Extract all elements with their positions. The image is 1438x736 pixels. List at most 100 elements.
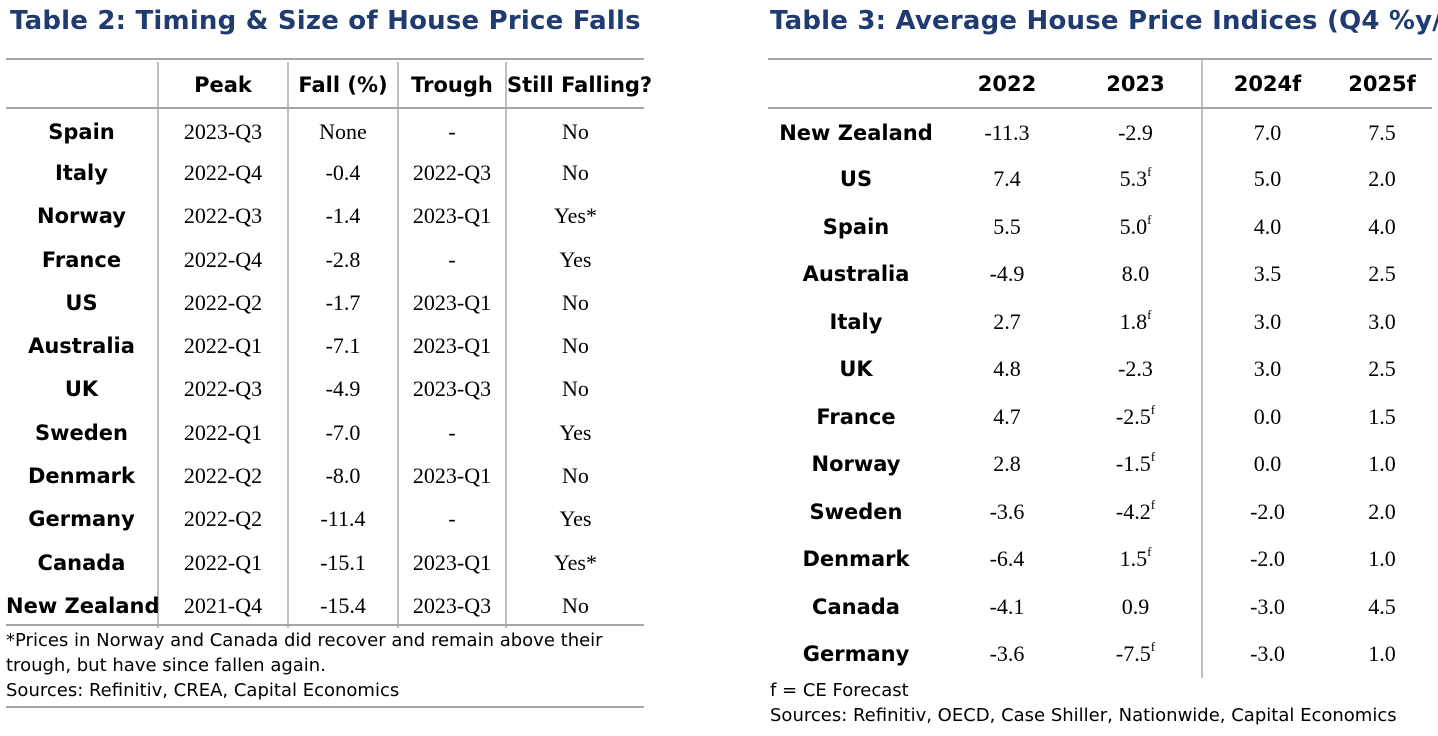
table-row: Denmark 2022-Q2 -8.0 2023-Q1 No bbox=[6, 454, 644, 498]
value-2023: -2.5f bbox=[1070, 393, 1202, 441]
table-2-bottom-rule bbox=[6, 624, 644, 626]
value-2023-number: -2.3 bbox=[1118, 356, 1153, 382]
fall-cell: None bbox=[287, 108, 398, 152]
table-row: UK 4.8 -2.3 3.0 2.5 bbox=[768, 345, 1432, 393]
row-label: New Zealand bbox=[6, 593, 160, 618]
still-falling-cell: No bbox=[505, 281, 644, 325]
trough-cell: - bbox=[397, 108, 506, 152]
value-2024f: -2.0 bbox=[1201, 535, 1332, 583]
value-2025f: 2.0 bbox=[1368, 498, 1396, 524]
row-label: France bbox=[41, 247, 122, 272]
value-2023: 1.8f bbox=[1070, 298, 1202, 346]
still-falling-cell: No bbox=[505, 454, 644, 498]
trough-cell: - bbox=[397, 411, 506, 455]
value-2025f: 2.5 bbox=[1368, 261, 1396, 287]
table-row: France 4.7 -2.5f 0.0 1.5 bbox=[768, 393, 1432, 441]
table-2-header-row: Peak Fall (%) Trough Still Falling? bbox=[6, 62, 652, 109]
peak-cell: 2022-Q3 bbox=[157, 367, 288, 412]
value-2024f: 3.5 bbox=[1201, 250, 1332, 298]
forecast-marker: f bbox=[1147, 306, 1152, 322]
table-3-title: Table 3: Average House Price Indices (Q4… bbox=[770, 6, 1438, 36]
row-label: Germany bbox=[28, 507, 135, 532]
value-2022: 4.7 bbox=[993, 403, 1021, 429]
row-label: UK bbox=[839, 357, 873, 382]
fall-cell: -1.4 bbox=[287, 194, 398, 238]
trough-cell: 2023-Q3 bbox=[397, 584, 506, 628]
still-falling-cell: No bbox=[505, 584, 644, 628]
footnote: *Prices in Norway and Canada did recover… bbox=[6, 630, 603, 651]
table-2-notes: *Prices in Norway and Canada did recover… bbox=[6, 628, 603, 703]
value-2022: -4.9 bbox=[989, 261, 1025, 287]
still-falling-cell: Yes* bbox=[505, 194, 644, 238]
value-2023: -7.5f bbox=[1070, 631, 1202, 679]
value-2022: 2.8 bbox=[993, 451, 1021, 477]
value-2022: 4.8 bbox=[993, 356, 1021, 382]
footnote: trough, but have since fallen again. bbox=[6, 655, 326, 676]
value-2025f: 1.0 bbox=[1368, 451, 1396, 477]
row-label: France bbox=[816, 404, 896, 429]
value-2023-number: -4.2 bbox=[1115, 498, 1151, 524]
fall-cell: -7.1 bbox=[287, 324, 398, 368]
trough-cell: - bbox=[397, 497, 506, 541]
value-2025f: 7.5 bbox=[1368, 120, 1396, 146]
peak-cell: 2022-Q2 bbox=[157, 497, 288, 541]
forecast-marker: f bbox=[1147, 544, 1152, 560]
fall-cell: -0.4 bbox=[287, 151, 398, 195]
value-2024f: 0.0 bbox=[1201, 440, 1332, 488]
value-2024f: 0.0 bbox=[1201, 393, 1332, 441]
forecast-legend: f = CE Forecast bbox=[770, 680, 909, 701]
table-row: New Zealand -11.3 -2.9 7.0 7.5 bbox=[768, 108, 1432, 156]
peak-cell: 2022-Q2 bbox=[157, 281, 288, 325]
peak-cell: 2022-Q3 bbox=[157, 194, 288, 238]
value-2023-number: 8.0 bbox=[1121, 261, 1150, 287]
table-3-notes: f = CE Forecast Sources: Refinitiv, OECD… bbox=[770, 678, 1397, 728]
value-2022: -3.6 bbox=[989, 498, 1025, 524]
row-label: Spain bbox=[822, 214, 890, 239]
table-row: Spain 5.5 5.0f 4.0 4.0 bbox=[768, 203, 1432, 251]
value-2023-number: 0.9 bbox=[1121, 593, 1150, 619]
still-falling-cell: Yes* bbox=[505, 540, 644, 585]
peak-cell: 2022-Q1 bbox=[157, 324, 288, 368]
value-2025f: 4.5 bbox=[1368, 593, 1396, 619]
row-label: US bbox=[839, 167, 873, 192]
trough-cell: 2023-Q1 bbox=[397, 194, 506, 238]
value-2024f: 5.0 bbox=[1201, 155, 1332, 203]
peak-cell: 2021-Q4 bbox=[157, 584, 288, 628]
still-falling-cell: No bbox=[505, 108, 644, 152]
trough-cell: 2023-Q1 bbox=[397, 454, 506, 498]
table-row: Norway 2022-Q3 -1.4 2023-Q1 Yes* bbox=[6, 194, 644, 238]
value-2025f: 1.5 bbox=[1368, 403, 1396, 429]
forecast-marker: f bbox=[1147, 211, 1152, 227]
column-header: Fall (%) bbox=[287, 62, 398, 109]
value-2024f: -3.0 bbox=[1201, 630, 1332, 678]
fall-cell: -15.4 bbox=[287, 584, 398, 628]
still-falling-cell: Yes bbox=[505, 237, 644, 282]
value-2024f: 3.0 bbox=[1201, 298, 1332, 346]
forecast-marker: f bbox=[1150, 496, 1156, 512]
still-falling-cell: Yes bbox=[505, 497, 644, 541]
row-label: Australia bbox=[28, 334, 135, 359]
sources-note: Sources: Refinitiv, CREA, Capital Econom… bbox=[6, 680, 400, 701]
fall-cell: -15.1 bbox=[287, 540, 398, 585]
fall-cell: -8.0 bbox=[287, 454, 398, 498]
value-2023: -1.5f bbox=[1070, 441, 1202, 489]
value-2023-number: 5.3 bbox=[1119, 166, 1148, 192]
fall-cell: -2.8 bbox=[287, 237, 398, 282]
peak-cell: 2022-Q1 bbox=[157, 540, 288, 585]
table-row: Spain 2023-Q3 None - No bbox=[6, 108, 644, 152]
column-header: 2024f bbox=[1201, 60, 1332, 109]
row-label: Norway bbox=[37, 204, 126, 229]
row-label: Canada bbox=[812, 594, 900, 619]
value-2023: 1.5f bbox=[1070, 536, 1202, 584]
still-falling-cell: No bbox=[505, 151, 644, 195]
value-2023: 0.9 bbox=[1070, 583, 1202, 631]
value-2022: 5.5 bbox=[993, 213, 1021, 239]
table-row: US 7.4 5.3f 5.0 2.0 bbox=[768, 155, 1432, 203]
still-falling-cell: Yes bbox=[505, 411, 644, 455]
value-2022: -6.4 bbox=[989, 546, 1025, 572]
table-row: France 2022-Q4 -2.8- Yes bbox=[6, 237, 644, 282]
table-row: Australia -4.9 8.0 3.5 2.5 bbox=[768, 250, 1432, 298]
table-row: Sweden -3.6 -4.2f -2.0 2.0 bbox=[768, 488, 1432, 536]
forecast-marker: f bbox=[1150, 449, 1156, 465]
value-2023-number: -7.5 bbox=[1115, 641, 1151, 667]
